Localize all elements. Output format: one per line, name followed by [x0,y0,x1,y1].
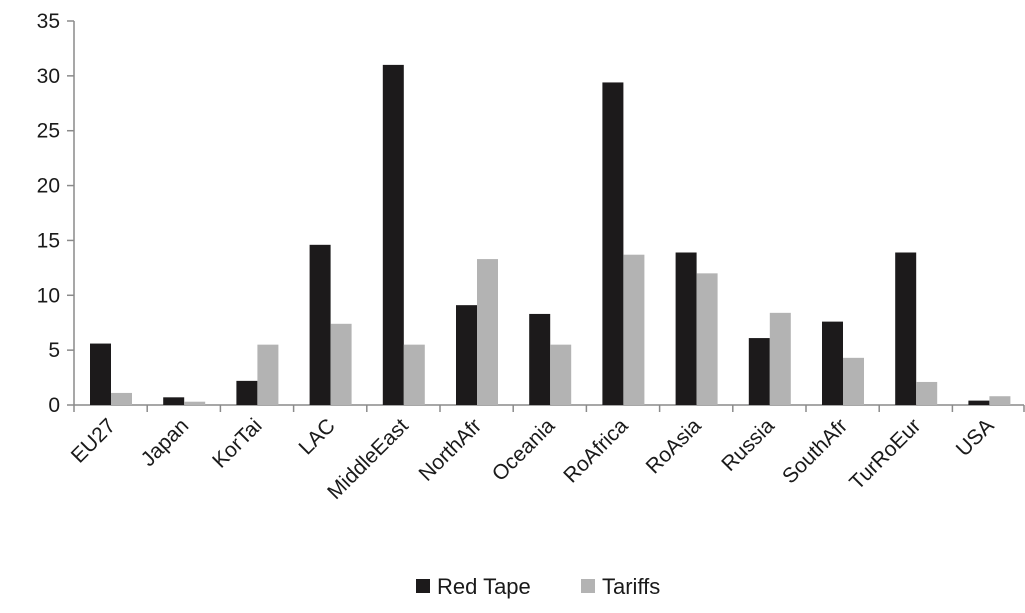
bars [90,64,1011,405]
x-category-label: Japan [137,414,194,471]
y-tick-label: 35 [37,10,60,33]
legend-label: Tariffs [602,574,660,599]
bar-red-tape [529,313,551,405]
y-tick-label: 5 [48,339,60,362]
bar-tariffs [989,396,1011,405]
bar-tariffs [916,381,938,405]
bar-tariffs [550,344,572,405]
x-category-label: RoAfrica [559,414,632,487]
x-category-label: NorthAfr [415,414,487,486]
bar-tariffs [184,401,206,405]
bar-red-tape [236,380,258,405]
legend-label: Red Tape [437,574,531,599]
y-axis: 0 5 10 15 20 25 30 35 [37,10,75,417]
y-tick-label: 0 [48,394,60,417]
bar-tariffs [843,357,864,405]
y-tick-label: 30 [37,65,60,88]
x-category-label: Russia [717,414,779,476]
bar-red-tape [163,397,185,405]
bar-red-tape [822,321,843,405]
bar-red-tape [748,338,770,405]
y-tick-label: 20 [37,175,60,198]
legend-swatch [416,579,430,593]
x-category-label: RoAsia [642,414,706,478]
legend: Red Tape Tariffs [416,574,660,599]
x-category-label: Oceania [488,414,560,486]
bar-red-tape [895,252,917,405]
x-category-label: SouthAfr [778,414,852,488]
x-category-label: KorTai [208,414,266,472]
bar-tariffs [403,344,425,405]
y-tick-label: 25 [37,120,60,143]
bar-tariffs [769,312,791,405]
bar-red-tape [968,400,990,405]
bar-red-tape [382,64,404,405]
bar-red-tape [309,244,331,405]
bar-tariffs [623,254,645,405]
bar-red-tape [675,252,697,405]
bar-tariffs [696,273,718,405]
x-category-label: EU27 [67,414,120,467]
bar-red-tape [90,343,111,405]
x-category-label: TurRoEur [845,414,925,494]
bar-tariffs [330,323,352,405]
bar-tariffs [257,344,279,405]
legend-swatch [581,579,595,593]
bar-tariffs [111,392,132,405]
bar-red-tape [456,305,477,405]
x-category-label: USA [952,414,999,461]
y-tick-label: 15 [37,229,60,252]
y-tick-label: 10 [37,284,60,307]
x-category-label: LAC [295,414,340,459]
bar-red-tape [602,82,624,405]
bar-tariffs [477,259,498,405]
